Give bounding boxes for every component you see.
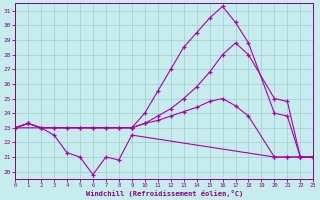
X-axis label: Windchill (Refroidissement éolien,°C): Windchill (Refroidissement éolien,°C) — [85, 190, 243, 197]
